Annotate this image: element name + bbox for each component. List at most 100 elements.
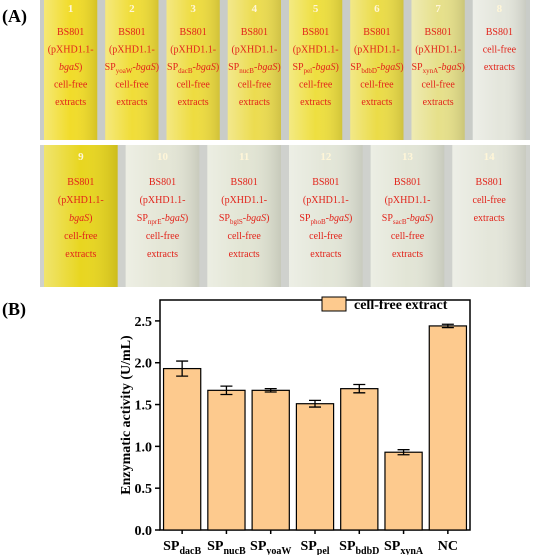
label-part: ) bbox=[216, 62, 219, 73]
legend-swatch bbox=[321, 296, 347, 312]
panel-label: (A) bbox=[2, 6, 27, 27]
tube-label: extracts bbox=[239, 97, 270, 108]
tube-label: extracts bbox=[310, 249, 341, 260]
bar bbox=[428, 325, 468, 531]
label-subscript: pel bbox=[304, 67, 313, 75]
tube-glass bbox=[166, 0, 220, 140]
label-part: cell-free bbox=[483, 45, 517, 56]
tube-label: (pXHD1.1- bbox=[293, 45, 339, 56]
label-part: SP bbox=[350, 62, 362, 73]
label-part: ) bbox=[461, 62, 464, 73]
label-part: BS801 bbox=[241, 27, 268, 38]
x-tick-label: SPnucB bbox=[207, 539, 246, 555]
tube-label: (pXHD1.1- bbox=[221, 195, 267, 206]
tube-label: SPnprE-bgaS) bbox=[137, 213, 188, 226]
tube-label: BS801 bbox=[149, 177, 176, 188]
tube-glass bbox=[452, 145, 526, 287]
tube-label: extracts bbox=[65, 249, 96, 260]
tube-label: extracts bbox=[361, 97, 392, 108]
label-part: (pXHD1.1- bbox=[221, 195, 267, 206]
tube-label: (pXHD1.1- bbox=[48, 45, 94, 56]
tube-glass bbox=[105, 0, 159, 140]
photo: 1BS801(pXHD1.1-bgaS)cell-freeextracts2BS… bbox=[44, 0, 526, 287]
category-base: SP bbox=[163, 539, 180, 554]
label-part: cell-free bbox=[238, 80, 272, 91]
label-part: - bbox=[193, 62, 196, 73]
tube-label: (pXHD1.1- bbox=[415, 45, 461, 56]
label-italic: bgaS bbox=[410, 213, 430, 224]
label-part: BS801 bbox=[118, 27, 145, 38]
tube-label: (pXHD1.1- bbox=[109, 45, 155, 56]
y-tick-label: 2.5 bbox=[135, 315, 153, 330]
label-italic: bgaS bbox=[246, 213, 266, 224]
tube-label: SPbglS-bgaS) bbox=[219, 213, 270, 226]
label-italic: bgaS bbox=[257, 62, 277, 73]
error-bar bbox=[176, 360, 189, 377]
tube-label: extracts bbox=[484, 62, 515, 73]
category-subscript: dacB bbox=[179, 546, 201, 555]
bar bbox=[162, 367, 202, 531]
tube-glass bbox=[472, 0, 526, 140]
label-part: SP bbox=[219, 213, 231, 224]
y-tick-label: 2.0 bbox=[135, 357, 153, 372]
tube-label: BS801 bbox=[118, 27, 145, 38]
label-part: ) bbox=[156, 62, 159, 73]
tube-label: (pXHD1.1- bbox=[140, 195, 186, 206]
label-part: extracts bbox=[239, 97, 270, 108]
tube-label: BS801 bbox=[241, 27, 268, 38]
label-part: ) bbox=[335, 62, 338, 73]
label-part: - bbox=[254, 62, 257, 73]
tube-label: cell-free bbox=[54, 80, 88, 91]
tube-label: BS801 bbox=[231, 177, 258, 188]
panel-label: (B) bbox=[2, 299, 26, 320]
label-part: extracts bbox=[178, 97, 209, 108]
tube-number: 1 bbox=[68, 3, 74, 15]
label-subscript: nucB bbox=[239, 67, 254, 75]
tube-label: cell-free bbox=[483, 45, 517, 56]
label-part: ) bbox=[430, 213, 433, 224]
tube-label: SPbdbD-bgaS) bbox=[350, 62, 403, 75]
label-italic: bgaS bbox=[329, 213, 349, 224]
tube-label: BS801 bbox=[312, 177, 339, 188]
label-part: extracts bbox=[423, 97, 454, 108]
label-part: cell-free bbox=[146, 231, 180, 242]
tube-number: 10 bbox=[157, 151, 169, 163]
x-tick-label: NC bbox=[438, 539, 458, 554]
label-part: (pXHD1.1- bbox=[170, 45, 216, 56]
tube-label: SPsacB-bgaS) bbox=[382, 213, 433, 226]
tube-number: 5 bbox=[313, 3, 319, 15]
label-part: ) bbox=[266, 213, 269, 224]
tube-label: extracts bbox=[474, 213, 505, 224]
error-bar bbox=[441, 323, 454, 329]
tube-glass bbox=[44, 0, 98, 140]
tube-number: 8 bbox=[497, 3, 503, 15]
tube-label: BS801 bbox=[302, 27, 329, 38]
tube-number: 14 bbox=[484, 151, 496, 163]
tube-label: extracts bbox=[392, 249, 423, 260]
bar bbox=[295, 403, 335, 531]
label-part: SP bbox=[167, 62, 179, 73]
tube-label: extracts bbox=[178, 97, 209, 108]
category-subscript: bdbD bbox=[356, 546, 380, 555]
tube-label: BS801 bbox=[476, 177, 503, 188]
label-part: BS801 bbox=[476, 177, 503, 188]
tube-number: 3 bbox=[190, 3, 196, 15]
tube-number: 11 bbox=[239, 151, 249, 163]
label-subscript: nprE bbox=[148, 218, 162, 226]
tube-label: extracts bbox=[229, 249, 260, 260]
label-part: cell-free bbox=[176, 80, 210, 91]
label-part: cell-free bbox=[473, 195, 507, 206]
label-part: extracts bbox=[300, 97, 331, 108]
tube-label: BS801 bbox=[57, 27, 84, 38]
label-part: - bbox=[243, 213, 246, 224]
tube-number: 9 bbox=[78, 151, 84, 163]
label-part: cell-free bbox=[309, 231, 343, 242]
tube-label: cell-free bbox=[115, 80, 149, 91]
category-subscript: yoaW bbox=[266, 546, 291, 555]
y-tick-label: 1.0 bbox=[135, 440, 153, 455]
tube-number: 7 bbox=[435, 3, 441, 15]
label-part: extracts bbox=[310, 249, 341, 260]
label-part: extracts bbox=[361, 97, 392, 108]
y-axis-label: Enzymatic activity (U/mL) bbox=[119, 335, 134, 495]
